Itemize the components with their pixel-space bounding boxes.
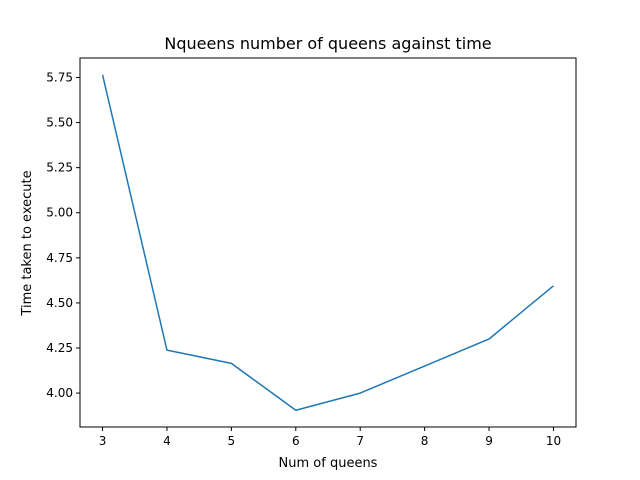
y-tick-label: 4.50 [46,296,73,310]
y-tick-label: 5.75 [46,70,73,84]
x-tick-label: 4 [163,434,171,448]
x-tick-label: 7 [356,434,364,448]
y-axis-label: Time taken to execute [20,170,35,316]
x-tick-label: 5 [228,434,236,448]
y-tick-label: 5.50 [46,116,73,130]
y-axis-ticks: 4.00 4.25 4.50 4.75 5.00 5.25 5.50 5.75 [46,70,80,400]
plot-frame [79,57,577,428]
y-tick-label: 4.75 [46,251,73,265]
y-tick-label: 5.00 [46,206,73,220]
x-tick-label: 9 [485,434,493,448]
y-tick-label: 4.25 [46,341,73,355]
y-tick-label: 4.00 [46,386,73,400]
x-axis-label: Num of queens [279,456,378,471]
chart-title: Nqueens number of queens against time [164,34,491,53]
series-line [101,74,554,411]
x-tick-label: 3 [99,434,107,448]
x-tick-label: 8 [421,434,429,448]
y-tick-label: 5.25 [46,161,73,175]
x-tick-label: 10 [546,434,561,448]
x-tick-label: 6 [292,434,300,448]
series-layer [101,74,554,411]
x-axis-ticks: 3 4 5 6 7 8 9 10 [99,427,561,448]
